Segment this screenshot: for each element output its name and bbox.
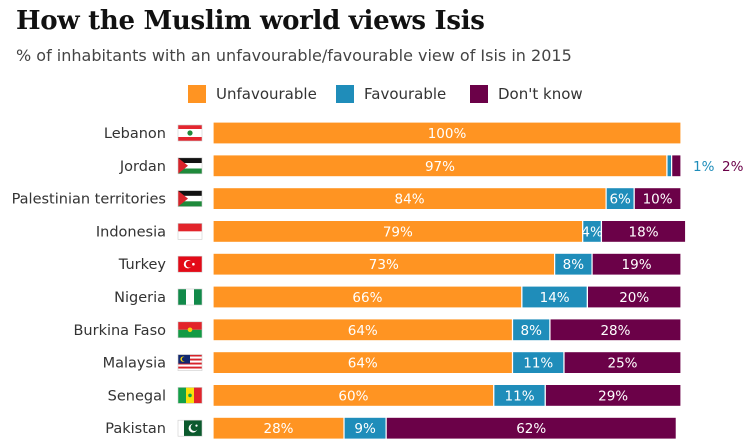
data-label-jordan-unfavourable: 97% (425, 159, 455, 175)
legend-label-unfavourable: Unfavourable (216, 85, 317, 103)
data-label-burkina-faso-unfavourable: 64% (348, 323, 378, 339)
bar-nigeria-don-t-know (586, 285, 682, 309)
outside-label-jordan-dont-know: 2% (722, 159, 744, 175)
flag-icon-turkey (177, 255, 203, 273)
legend-swatch-favourable (336, 85, 354, 103)
data-label-senegal-don-t-know: 29% (598, 388, 628, 404)
data-label-nigeria-don-t-know: 20% (619, 290, 649, 306)
legend-label-favourable: Favourable (364, 85, 447, 103)
data-label-palestinian-territories-unfavourable: 84% (395, 192, 425, 208)
flag-icon-jordan (177, 157, 203, 175)
category-label-indonesia: Indonesia (96, 224, 166, 240)
category-label-jordan: Jordan (119, 159, 166, 175)
bar-lebanon-unfavourable (212, 121, 682, 145)
bar-turkey-don-t-know (591, 252, 682, 276)
flag-icon-pakistan (177, 419, 203, 437)
outside-label-jordan-favourable: 1% (693, 159, 715, 175)
category-label-senegal: Senegal (108, 388, 166, 404)
data-label-nigeria-unfavourable: 66% (352, 290, 382, 306)
category-label-pakistan: Pakistan (105, 421, 166, 437)
bar-jordan-favourable (666, 154, 673, 178)
bar-jordan-don-t-know (671, 154, 682, 178)
flag-icon-nigeria (177, 288, 203, 306)
flag-icon-palestinian-territories (177, 190, 203, 207)
data-label-turkey-don-t-know: 19% (622, 257, 652, 273)
category-label-lebanon: Lebanon (104, 126, 166, 142)
data-label-burkina-faso-favourable: 8% (521, 323, 543, 339)
flag-icon-lebanon (177, 124, 203, 142)
data-label-pakistan-unfavourable: 28% (264, 421, 294, 437)
data-label-palestinian-territories-don-t-know: 10% (643, 192, 673, 208)
legend-swatch-unfavourable (188, 85, 206, 103)
bar-indonesia-don-t-know (600, 219, 687, 243)
chart-subtitle: % of inhabitants with an unfavourable/fa… (16, 46, 572, 65)
data-label-nigeria-favourable: 14% (540, 290, 570, 306)
legend-swatch-dont-know (470, 85, 488, 103)
data-label-indonesia-unfavourable: 79% (383, 224, 413, 240)
bar-palestinian-territories-don-t-know (633, 187, 682, 211)
data-label-burkina-faso-don-t-know: 28% (600, 323, 630, 339)
data-label-malaysia-favourable: 11% (523, 356, 553, 372)
chart-title: How the Muslim world views Isis (16, 6, 485, 36)
data-label-senegal-favourable: 11% (505, 388, 535, 404)
data-label-lebanon-unfavourable: 100% (428, 126, 467, 142)
category-label-burkina-faso: Burkina Faso (73, 323, 166, 339)
category-label-malaysia: Malaysia (103, 356, 166, 372)
bar-burkina-faso-don-t-know (549, 318, 682, 342)
bar-pakistan-don-t-know (385, 416, 677, 440)
category-label-palestinian-territories: Palestinian territories (12, 192, 166, 208)
data-label-pakistan-don-t-know: 62% (516, 421, 546, 437)
data-label-palestinian-territories-favourable: 6% (609, 192, 631, 208)
category-label-turkey: Turkey (118, 257, 167, 273)
data-label-pakistan-favourable: 9% (354, 421, 376, 437)
data-label-malaysia-don-t-know: 25% (607, 356, 637, 372)
legend-label-dont-know: Don't know (498, 85, 583, 103)
bar-senegal-don-t-know (544, 383, 682, 407)
data-label-indonesia-don-t-know: 18% (629, 224, 659, 240)
data-label-turkey-favourable: 8% (563, 257, 585, 273)
flag-icon-malaysia (177, 354, 203, 371)
flag-icon-burkina-faso (177, 321, 203, 339)
data-label-turkey-unfavourable: 73% (369, 257, 399, 273)
flag-icon-indonesia (177, 223, 203, 240)
data-label-indonesia-favourable: 4% (581, 224, 603, 240)
bar-malaysia-don-t-know (563, 351, 682, 375)
category-label-nigeria: Nigeria (114, 290, 166, 306)
flag-icon-senegal (177, 387, 203, 404)
data-label-senegal-unfavourable: 60% (338, 388, 368, 404)
data-label-malaysia-unfavourable: 64% (348, 356, 378, 372)
